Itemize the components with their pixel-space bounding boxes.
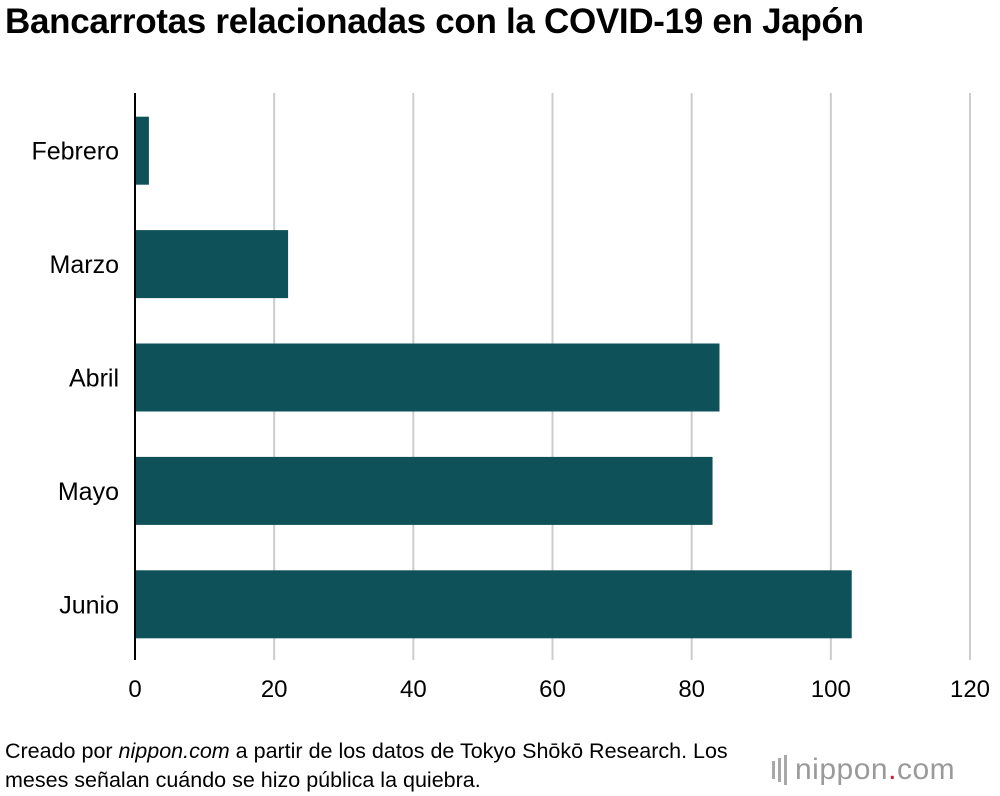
source-text: a partir de los datos de Tokyo Shōkō Res… bbox=[5, 739, 728, 792]
bar bbox=[135, 116, 149, 185]
x-tick-label: 20 bbox=[261, 676, 288, 703]
category-label: Junio bbox=[59, 591, 119, 619]
logo-name: nippon bbox=[795, 753, 889, 786]
bar bbox=[135, 343, 720, 412]
source-site: nippon.com bbox=[118, 739, 230, 763]
logo-dot: . bbox=[888, 753, 897, 786]
source-note: Creado por nippon.com a partir de los da… bbox=[5, 737, 745, 795]
x-tick-label: 120 bbox=[950, 676, 990, 703]
nippon-logo: nippon. com bbox=[772, 753, 956, 786]
x-tick-label: 80 bbox=[678, 676, 705, 703]
x-tick-label: 100 bbox=[811, 676, 851, 703]
chart-title: Bancarrotas relacionadas con la COVID-19… bbox=[5, 2, 864, 41]
bars bbox=[135, 116, 852, 639]
x-tick-labels: 0 20 40 60 80 100 120 bbox=[128, 676, 990, 703]
category-labels: Febrero Marzo Abril Mayo Junio bbox=[31, 138, 119, 620]
category-label: Febrero bbox=[31, 138, 119, 166]
bar bbox=[135, 570, 852, 639]
x-tick-label: 40 bbox=[400, 676, 427, 703]
category-label: Abril bbox=[69, 365, 119, 393]
source-prefix: Creado por bbox=[5, 739, 119, 763]
bar bbox=[135, 230, 289, 299]
bar bbox=[135, 456, 713, 525]
x-tick-label: 60 bbox=[539, 676, 566, 703]
x-tick-label: 0 bbox=[128, 676, 141, 703]
logo-tld: com bbox=[896, 753, 956, 786]
category-label: Marzo bbox=[50, 251, 119, 279]
logo-bars-icon bbox=[772, 755, 787, 785]
category-label: Mayo bbox=[58, 478, 119, 506]
